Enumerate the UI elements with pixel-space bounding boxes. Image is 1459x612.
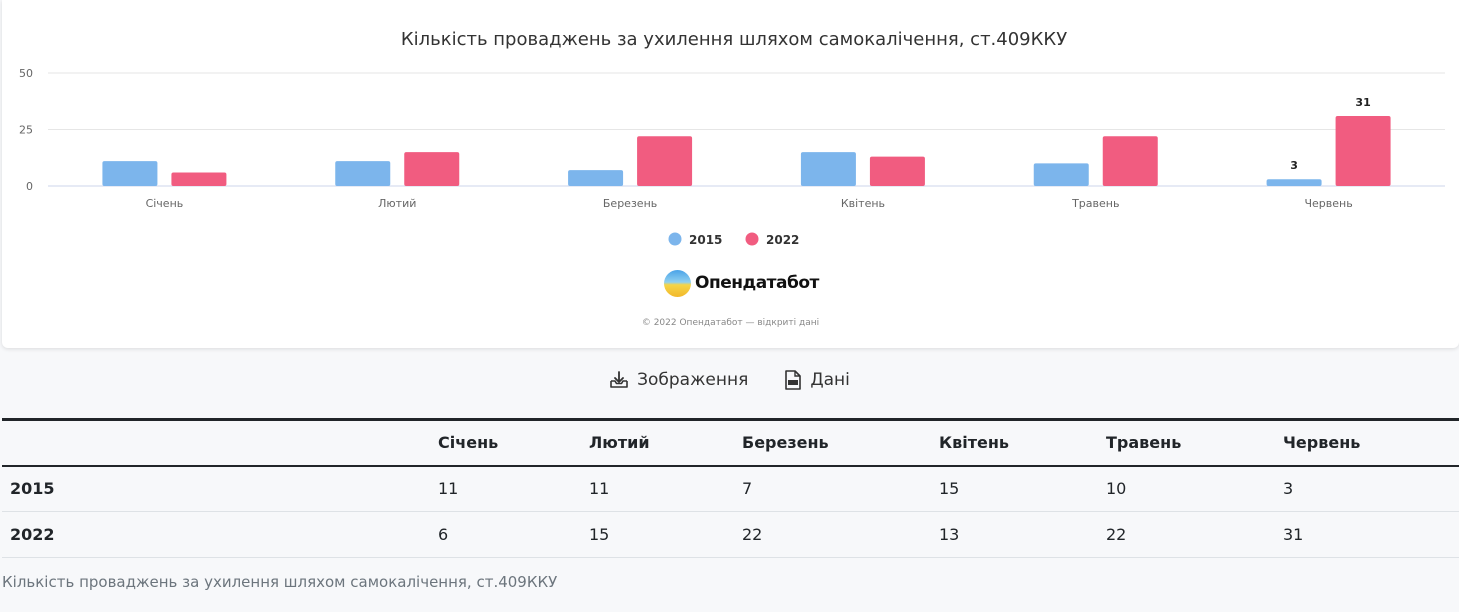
table-header-cell: Квітень: [931, 419, 1098, 467]
table-row: 2015 11 11 7 15 10 3: [2, 465, 1459, 512]
x-tick-label: Квітень: [841, 197, 885, 210]
x-tick-label: Березень: [603, 197, 657, 210]
bar-2022-Травень: [1102, 136, 1158, 186]
bar-2022-Квітень: [869, 156, 925, 186]
table-header-cell: Червень: [1275, 419, 1459, 467]
table-cell: 13: [931, 511, 1098, 558]
bar-2022-Січень: [171, 172, 227, 186]
brand: Опендатабот: [664, 268, 819, 298]
legend-label-2022: 2022: [766, 233, 799, 247]
table-header-cell: Лютий: [581, 419, 734, 467]
table-cell: 6: [430, 511, 581, 558]
bar-2015-Червень: [1266, 179, 1322, 186]
table-header-row: Січень Лютий Березень Квітень Травень Че…: [2, 419, 1459, 467]
table-row: 2022 6 15 22 13 22 31: [2, 511, 1459, 558]
bar-2015-Травень: [1033, 163, 1089, 186]
table-header-cell: [2, 419, 430, 467]
copyright-text: © 2022 Опендатабот — відкриті дані: [641, 318, 820, 328]
brand-name: Опендатабот: [695, 273, 819, 293]
table-cell: 22: [1098, 511, 1275, 558]
table-cell: 22: [734, 511, 931, 558]
table-row-label: 2015: [2, 465, 430, 512]
bar-2022-Лютий: [404, 152, 460, 186]
y-tick-label: 25: [19, 124, 33, 137]
y-tick-label: 0: [26, 180, 33, 193]
download-tray-icon: [610, 371, 628, 388]
table-cell: 15: [931, 465, 1098, 512]
table-row-label: 2022: [2, 511, 430, 558]
download-data-button[interactable]: Дані: [784, 370, 850, 390]
y-tick-label: 50: [19, 67, 33, 80]
csv-file-icon: [785, 370, 802, 390]
table-header-cell: Березень: [734, 419, 931, 467]
data-table: Січень Лютий Березень Квітень Травень Че…: [2, 418, 1459, 558]
table-header-cell: Травень: [1098, 419, 1275, 467]
table-cell: 15: [581, 511, 734, 558]
bar-2015-Квітень: [800, 152, 856, 186]
download-image-button[interactable]: Зображення: [609, 370, 748, 390]
x-tick-label: Лютий: [378, 197, 416, 210]
x-tick-label: Червень: [1304, 197, 1352, 210]
chart-title: Кількість проваджень за ухилення шляхом …: [401, 29, 1067, 50]
download-image-label: Зображення: [637, 370, 749, 390]
table-caption: Кількість проваджень за ухилення шляхом …: [2, 573, 558, 591]
download-data-label: Дані: [810, 370, 850, 390]
bar-2015-Січень: [102, 161, 158, 186]
bar-2022-Березень: [637, 136, 693, 186]
data-label: 31: [1355, 96, 1370, 109]
bar-chart: Кількість проваджень за ухилення шляхом …: [19, 29, 1445, 247]
table-cell: 3: [1275, 465, 1459, 512]
x-tick-label: Травень: [1071, 197, 1119, 210]
chart-card: Кількість проваджень за ухилення шляхом …: [2, 0, 1459, 348]
table-header-cell: Січень: [430, 419, 581, 467]
table-cell: 31: [1275, 511, 1459, 558]
export-actions: Зображення Дані: [0, 370, 1459, 390]
bar-2022-Червень: [1335, 115, 1391, 186]
legend-marker-2022: [745, 232, 759, 246]
table-cell: 11: [581, 465, 734, 512]
table-cell: 7: [734, 465, 931, 512]
bar-2015-Лютий: [335, 161, 391, 186]
table-cell: 10: [1098, 465, 1275, 512]
legend-marker-2015: [668, 232, 682, 246]
bar-2015-Березень: [568, 170, 624, 186]
legend-label-2015: 2015: [689, 233, 722, 247]
table-cell: 11: [430, 465, 581, 512]
opendatabot-logo-icon: [664, 269, 691, 297]
data-label: 3: [1290, 159, 1298, 172]
x-tick-label: Січень: [146, 197, 184, 210]
